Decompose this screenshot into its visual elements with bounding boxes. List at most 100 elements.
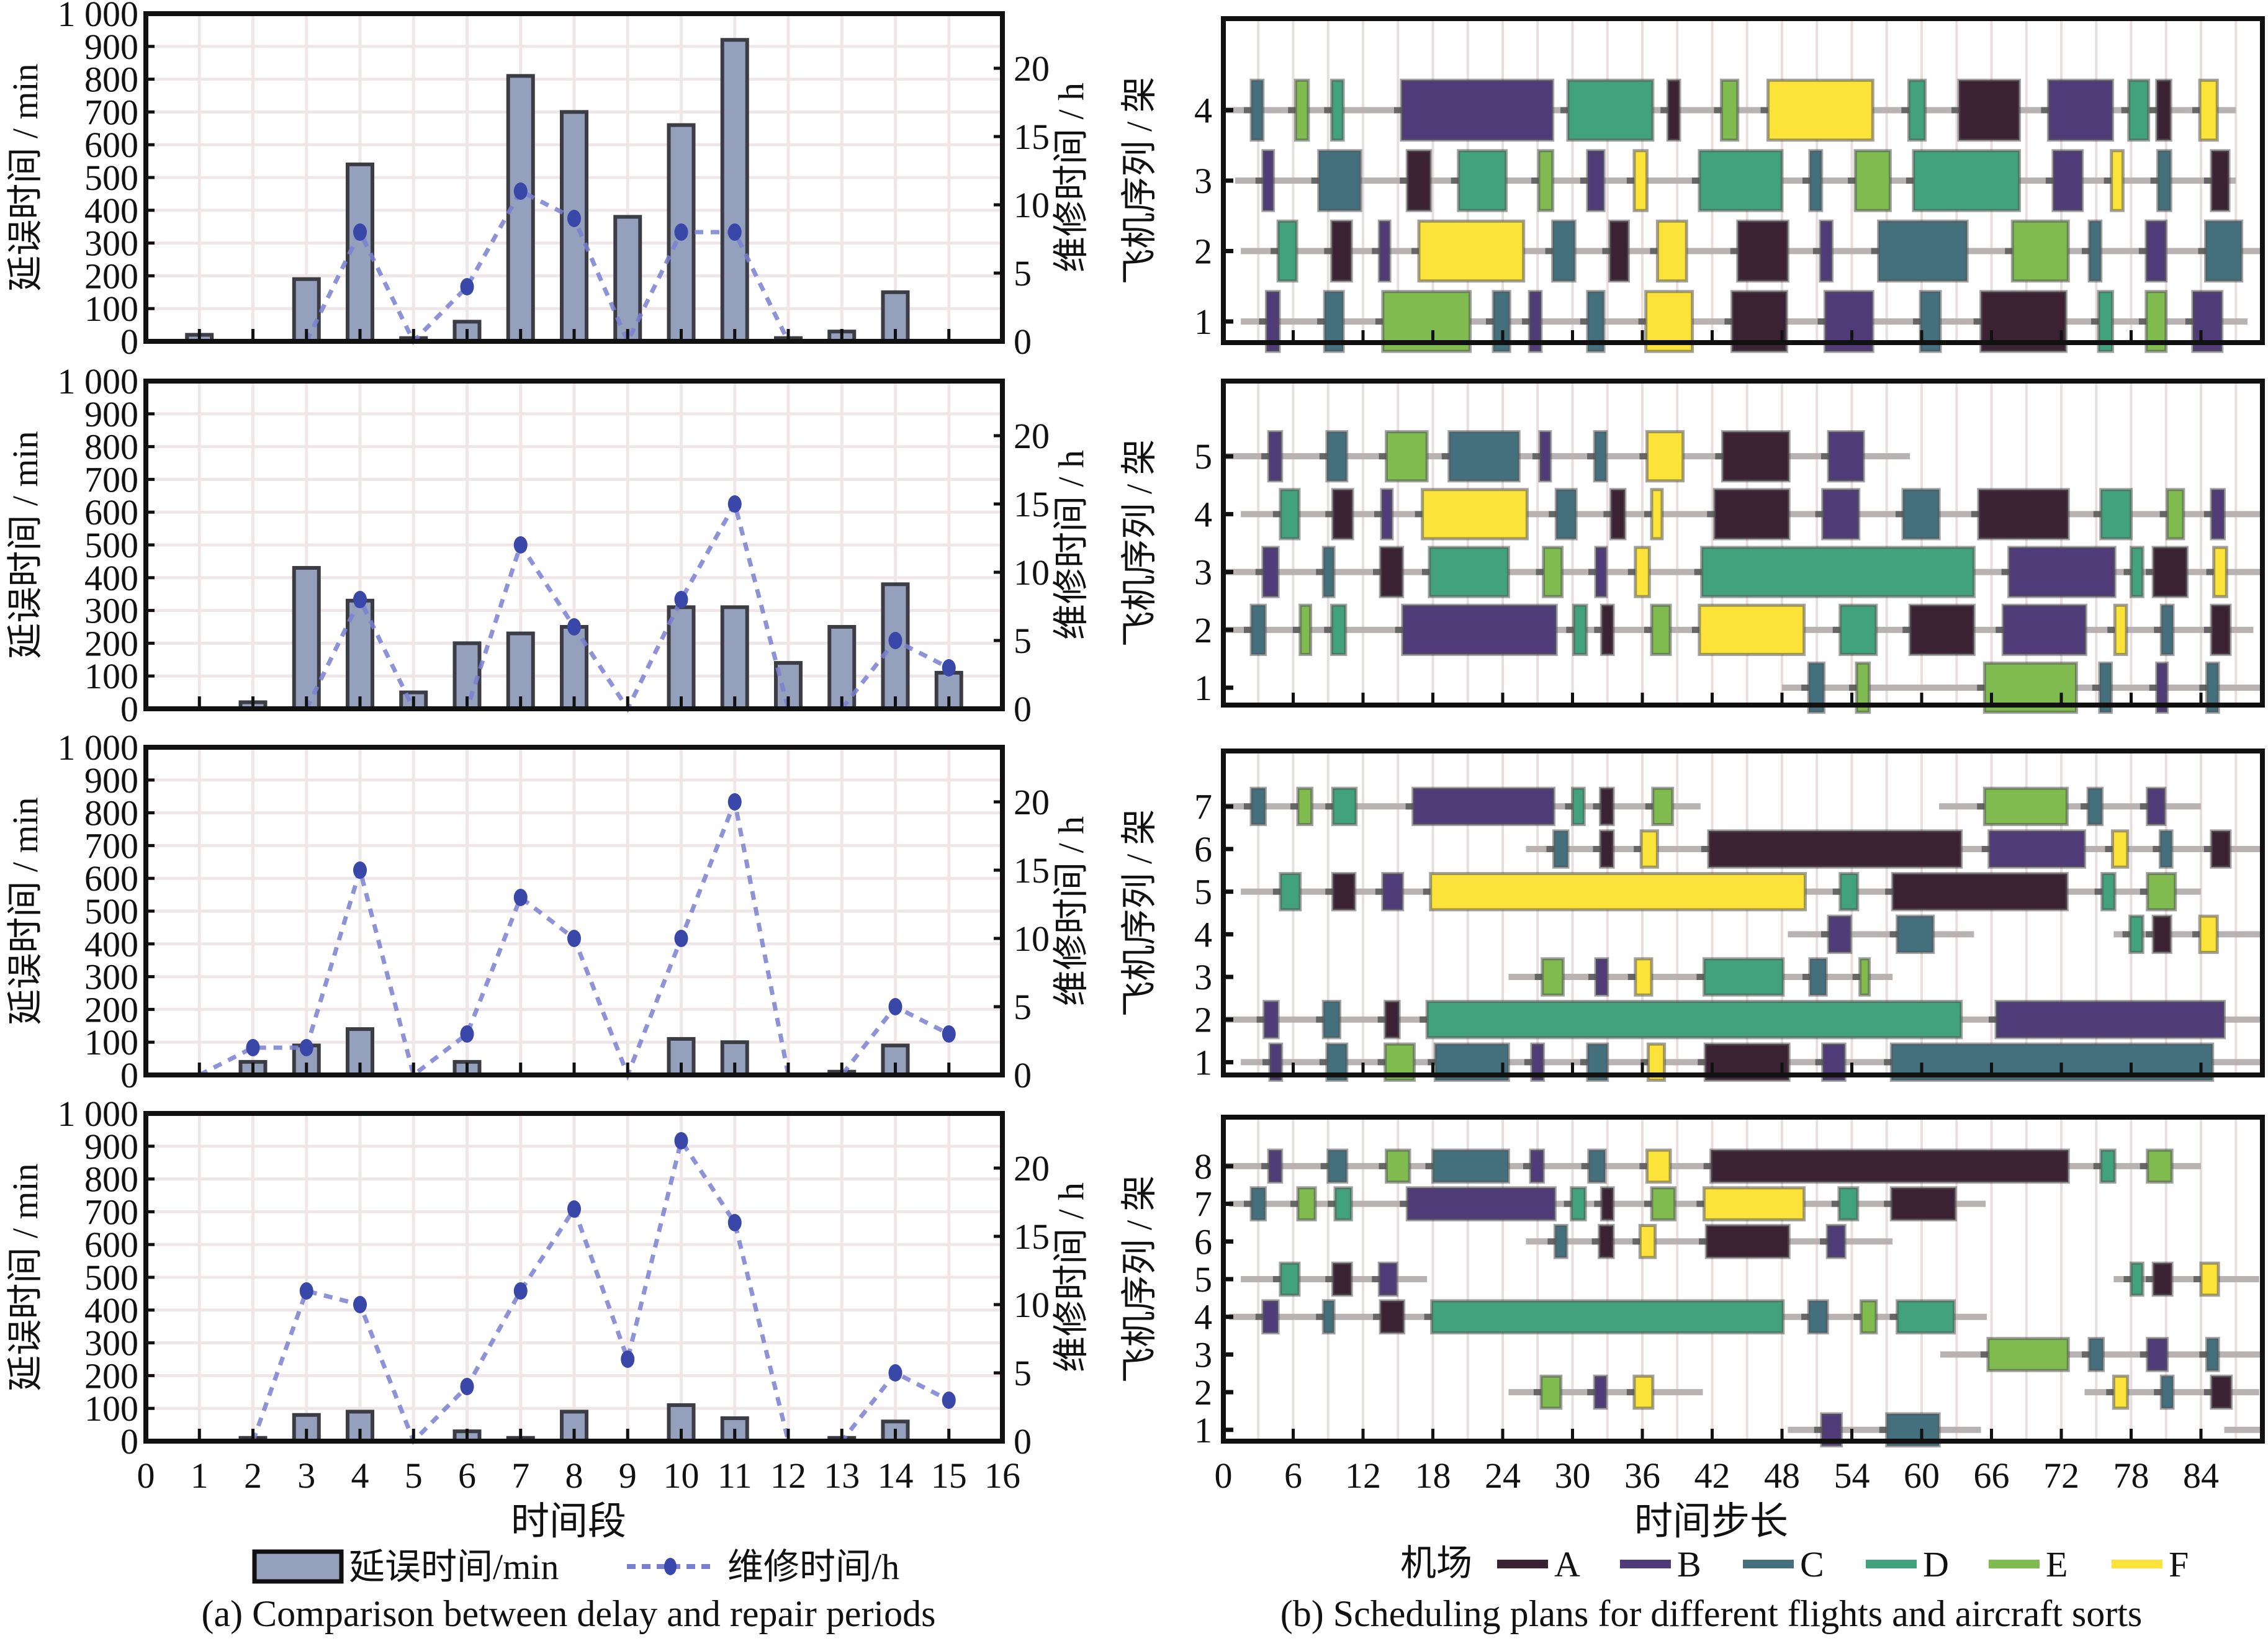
transfer-marker [1451, 178, 1459, 184]
transfer-marker [1372, 1276, 1380, 1282]
legend-bar-label: 延误时间/min [349, 1547, 559, 1587]
transfer-marker [1626, 178, 1634, 184]
y-tick-label-left: 400 [84, 924, 138, 964]
task-block-d [1279, 488, 1301, 541]
task-block-d [1566, 78, 1655, 142]
task-block-a [2151, 546, 2189, 598]
task-block-f [1655, 219, 1688, 283]
task-block-d [1907, 78, 1927, 142]
y-tick-label-left: 100 [84, 289, 138, 329]
task-block-a [2151, 914, 2172, 955]
transfer-marker [1812, 248, 1820, 254]
y-tick-label-left: 200 [84, 256, 138, 296]
task-block-b [2051, 149, 2084, 212]
task-block-b [2007, 546, 2117, 598]
transfer-marker [2140, 803, 2148, 810]
aircraft-row-7 [1223, 786, 1701, 826]
transfer-marker [1373, 569, 1381, 575]
y-tick-label-right: 0 [1014, 689, 1032, 729]
task-block-c [1321, 546, 1336, 598]
task-block-c [2204, 219, 2244, 283]
task-block-a [1957, 78, 2021, 142]
y-tick-label: 4 [1194, 494, 1212, 534]
y-tick-label-right: 20 [1014, 48, 1050, 89]
y-tick-label: 4 [1194, 91, 1212, 131]
transfer-marker [1325, 1276, 1333, 1282]
transfer-marker [1626, 1389, 1634, 1396]
legend-label-a: A [1554, 1544, 1580, 1585]
task-block-a [1331, 1261, 1353, 1297]
transfer-marker [1801, 685, 1809, 691]
task-block-e [1542, 546, 1564, 598]
x-tick-label: 0 [1215, 1455, 1233, 1496]
task-block-e [1858, 957, 1871, 997]
transfer-marker [1375, 888, 1383, 895]
task-block-c [2205, 1337, 2220, 1372]
aircraft-row-3 [1940, 1337, 2260, 1372]
task-block-c [1901, 488, 1941, 541]
repair-marker [727, 793, 742, 811]
y-tick-label-right: 10 [1014, 919, 1050, 959]
task-block-d [2097, 290, 2114, 353]
grid [146, 747, 1002, 1075]
y-tick-label-right: 15 [1014, 850, 1050, 891]
transfer-marker [1565, 803, 1573, 810]
transfer-marker [2149, 107, 2157, 114]
task-block-c [1593, 430, 1608, 483]
task-block-a [1736, 219, 1789, 283]
transfer-marker [1634, 845, 1642, 852]
transfer-marker [1645, 803, 1653, 810]
y-tick-label: 6 [1194, 829, 1212, 870]
transfer-marker [2138, 318, 2146, 325]
task-block-b [1400, 78, 1555, 142]
x-tick-label: 7 [511, 1455, 529, 1496]
task-block-b [1401, 603, 1558, 656]
task-block-d [1457, 149, 1508, 212]
transfer-marker [1423, 888, 1431, 895]
task-block-e [1296, 786, 1313, 826]
task-block-d [2128, 914, 2144, 955]
transfer-marker [2153, 845, 2161, 852]
transfer-marker [1411, 248, 1419, 254]
transfer-marker [1255, 178, 1263, 184]
task-block-d [1838, 871, 1860, 912]
aircraft-row-7 [1229, 1186, 1986, 1221]
transfer-marker [2192, 931, 2200, 938]
right-x-axis-title: 时间步长 [1634, 1501, 1788, 1543]
y-tick-label-right: 5 [1014, 987, 1032, 1027]
transfer-marker [1581, 1162, 1589, 1169]
legend-bar-swatch [252, 1549, 344, 1584]
task-block-c [1877, 219, 1969, 283]
transfer-marker [1486, 318, 1493, 325]
x-tick-label: 48 [1764, 1455, 1800, 1496]
repair-marker [353, 223, 367, 241]
x-tick-label: 16 [984, 1455, 1020, 1496]
y-axis-title-right: 维修时间 / h [1051, 1182, 1091, 1372]
transfer-marker [1374, 511, 1382, 518]
task-block-a [2210, 149, 2231, 212]
task-block-f [1634, 957, 1654, 997]
transfer-marker [2081, 803, 2089, 810]
transfer-marker [2154, 1389, 2162, 1396]
task-block-e [1537, 149, 1555, 212]
transfer-marker [1421, 569, 1429, 575]
repair-marker [299, 1282, 313, 1300]
task-block-c [1808, 957, 1828, 997]
x-tick-label: 5 [405, 1455, 423, 1496]
aircraft-row-2 [1508, 1374, 1703, 1410]
task-block-a [2151, 1261, 2174, 1297]
legend-airport-title: 机场 [1400, 1543, 1472, 1583]
task-block-b [1377, 1261, 1398, 1297]
transfer-marker [1639, 1162, 1647, 1169]
task-block-d [1333, 1186, 1353, 1221]
x-tick-label: 84 [2183, 1455, 2219, 1496]
task-block-e [1541, 957, 1565, 997]
transfer-marker [2092, 685, 2100, 691]
transfer-marker [2206, 569, 2214, 575]
task-block-d [1912, 149, 2021, 212]
y-tick-label-left: 100 [84, 656, 138, 696]
x-tick-label: 3 [297, 1455, 315, 1496]
task-block-e [1650, 1186, 1676, 1221]
repair-marker [567, 1200, 581, 1218]
task-block-b [1593, 1374, 1608, 1410]
